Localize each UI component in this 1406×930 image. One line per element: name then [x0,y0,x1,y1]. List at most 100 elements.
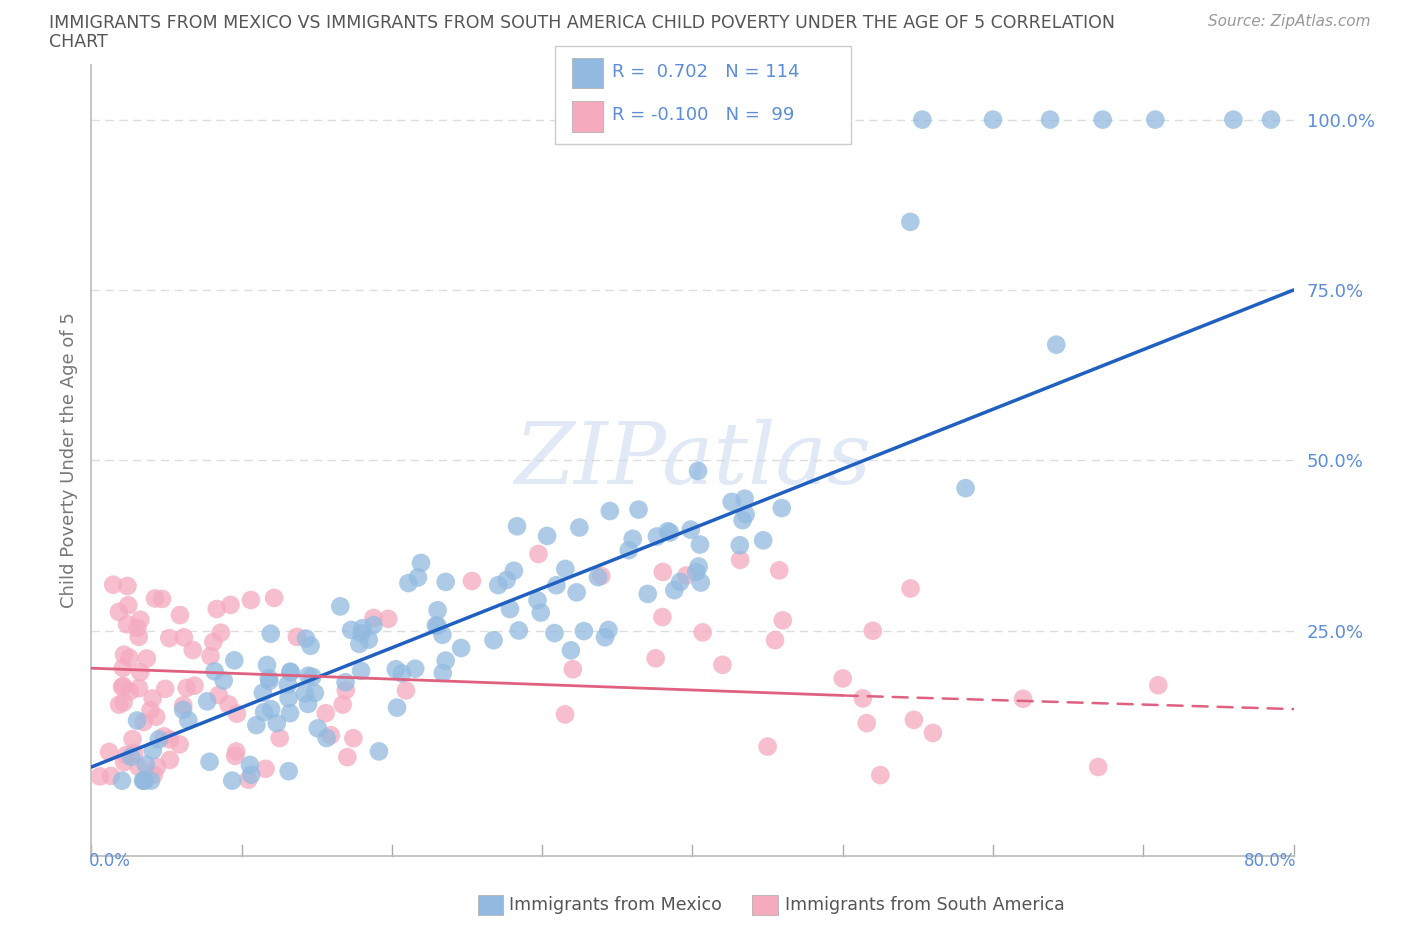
Point [139,703,162,718]
Point [425,618,447,633]
Point [728,552,751,567]
Point [554,562,576,577]
Point [688,559,710,574]
Point [134,773,156,788]
Point [728,538,751,552]
Point [277,691,299,706]
Point [111,660,134,675]
Point [98,745,121,760]
Point [395,683,418,698]
Point [108,698,131,712]
Point [669,575,692,590]
Point [426,618,449,633]
Point [207,687,229,702]
Point [159,752,181,767]
Point [118,684,141,699]
Point [142,743,165,758]
Point [426,603,449,618]
Point [482,632,505,647]
Point [239,757,262,772]
Point [495,573,517,588]
Point [263,591,285,605]
Point [297,669,319,684]
Point [221,773,243,788]
Point [115,748,138,763]
Point [117,578,139,593]
Point [307,721,329,736]
Point [352,621,374,636]
Point [404,661,426,676]
Point [111,680,134,695]
Point [752,533,775,548]
Point [112,647,135,662]
Point [720,495,742,510]
Point [202,634,225,649]
Point [253,705,276,720]
Point [657,524,679,538]
Point [297,697,319,711]
Point [335,683,357,698]
Point [205,602,228,617]
Point [295,631,318,646]
Point [142,691,165,706]
Point [159,732,181,747]
Point [686,463,709,478]
Point [922,725,945,740]
Point [1045,338,1067,352]
Point [169,607,191,622]
Point [112,695,135,710]
Point [396,576,419,591]
Point [319,728,342,743]
Point [903,712,925,727]
Point [239,592,262,607]
Point [285,630,308,644]
Point [329,599,352,614]
Point [332,698,354,712]
Text: Immigrants from South America: Immigrants from South America [785,896,1064,914]
Point [770,500,793,515]
Point [546,578,568,592]
Point [135,757,157,772]
Point [955,481,977,496]
Point [277,764,299,778]
Point [486,578,509,592]
Point [142,767,165,782]
Point [1039,113,1062,127]
Point [406,570,429,585]
Point [526,592,548,607]
Point [554,707,576,722]
Point [226,706,249,721]
Point [209,625,232,640]
Point [679,522,702,537]
Point [200,649,222,664]
Point [266,716,288,731]
Point [89,769,111,784]
Point [143,591,166,605]
Point [692,625,714,640]
Point [245,718,267,733]
Point [132,773,155,788]
Point [177,713,200,728]
Point [434,653,457,668]
Point [572,624,595,639]
Point [560,643,582,658]
Point [125,713,148,728]
Point [336,750,359,764]
Point [434,575,457,590]
Point [689,538,711,552]
Point [586,570,609,585]
Point [260,702,283,717]
Point [385,662,408,677]
Point [148,732,170,747]
Point [499,602,522,617]
Point [115,617,138,631]
Point [120,750,142,764]
Point [128,760,150,775]
Point [385,700,408,715]
Point [103,578,125,592]
Point [368,744,391,759]
Point [869,767,891,782]
Point [637,587,659,602]
Point [768,563,790,578]
Point [173,630,195,644]
